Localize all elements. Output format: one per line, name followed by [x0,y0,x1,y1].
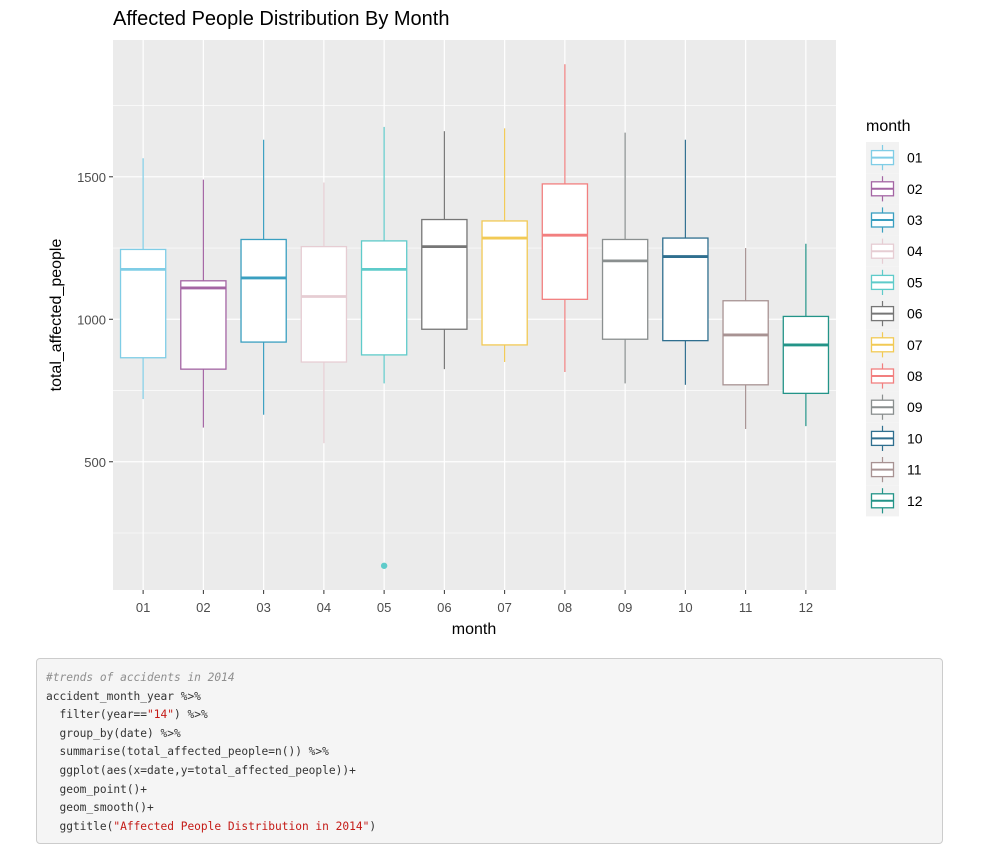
box-11 [722,248,769,429]
box-05 [360,126,408,569]
box-09 [601,132,649,384]
legend-label: 01 [907,150,923,166]
code-line: summarise(total_affected_people=n()) %>% [46,743,942,762]
box-rect [119,248,167,359]
code-line: geom_point()+ [46,781,942,800]
code-line: filter(year=="14") %>% [46,706,942,725]
box-06 [421,131,468,370]
legend-item-05: 05 [866,266,923,298]
box-08 [541,64,589,372]
x-tick-label: 02 [196,600,210,615]
legend-item-10: 10 [866,422,923,454]
legend-label: 12 [907,493,923,509]
code-line: #trends of accidents in 2014 [46,669,942,688]
code-text: filter(year== [46,708,148,722]
code-string: "Affected People Distribution in 2014" [113,819,370,833]
box-02 [180,179,227,428]
chart-title: Affected People Distribution By Month [113,8,449,30]
legend-item-11: 11 [866,454,922,486]
x-tick-label: 03 [256,600,270,615]
x-tick-label: 10 [678,600,692,615]
box-01 [119,158,167,400]
legend-label: 05 [907,274,923,290]
code-block: #trends of accidents in 2014 accident_mon… [36,658,943,844]
code-line: ggplot(aes(x=date,y=total_affected_peopl… [46,762,942,781]
y-tick-label: 1500 [77,170,106,185]
code-text: ggtitle( [46,819,114,833]
legend-item-07: 07 [866,329,923,361]
legend-item-03: 03 [866,204,923,236]
code-text: group_by(date) %>% [46,726,181,740]
x-tick-label: 04 [317,600,331,615]
outlier-point [380,562,388,569]
box-rect [601,238,649,340]
box-rect [180,280,227,370]
x-tick-label: 01 [136,600,150,615]
legend-label: 03 [907,212,923,228]
code-text: ) %>% [174,708,208,722]
legend-label: 08 [907,368,923,384]
legend-title: month [866,118,910,135]
code-comment: #trends of accidents in 2014 [46,671,235,684]
legend-label: 06 [907,306,923,322]
legend-label: 09 [907,399,923,415]
legend-label: 11 [907,462,922,478]
box-12 [782,243,830,427]
code-text: accident_month_year %>% [46,689,201,703]
legend-item-12: 12 [866,485,923,517]
code-text: ) [369,819,377,833]
x-tick-label: 09 [618,600,632,615]
x-tick-label: 08 [558,600,572,615]
legend-item-02: 02 [866,173,923,205]
legend-item-01: 01 [866,142,923,174]
legend-label: 02 [907,181,923,197]
code-line: geom_smooth()+ [46,799,942,818]
x-tick-label: 11 [739,600,753,615]
box-rect [421,218,468,330]
box-rect [662,237,709,342]
code-text: geom_point()+ [46,782,148,796]
y-axis: 500 1000 1500 [77,170,113,470]
boxplot-chart: Affected People Distribution By Month 50… [48,8,923,638]
box-rect [360,240,408,356]
x-tick-label: 07 [497,600,511,615]
legend-item-06: 06 [866,298,923,330]
y-axis-label: total_affected_people [48,239,65,392]
box-rect [300,245,348,363]
code-line: ggtitle("Affected People Distribution in… [46,818,942,837]
y-tick-label: 500 [84,455,106,470]
box-rect [240,238,287,343]
boxes-layer [119,64,830,569]
legend-label: 04 [907,243,923,259]
legend: 01 02 03 04 05 06 07 08 09 10 11 12 [866,142,923,517]
legend-item-04: 04 [866,235,923,267]
x-tick-label: 12 [799,600,813,615]
box-rect [722,300,769,386]
y-tick-label: 1000 [77,312,106,327]
box-rect [782,315,830,395]
legend-label: 07 [907,337,923,353]
x-axis: 01 02 03 04 05 06 07 08 09 10 11 12 [136,590,813,615]
x-axis-label: month [452,621,496,638]
plot-panel [113,40,836,590]
x-tick-label: 06 [437,600,451,615]
code-text: summarise(total_affected_people=n()) %>% [46,745,329,759]
code-text: ggplot(aes(x=date,y=total_affected_peopl… [46,763,356,777]
x-tick-label: 05 [377,600,391,615]
box-04 [300,182,348,444]
legend-label: 10 [907,430,923,446]
box-rect [541,183,589,300]
box-10 [662,139,709,385]
legend-item-09: 09 [866,391,923,423]
box-03 [240,139,287,415]
legend-item-08: 08 [866,360,923,392]
code-text: geom_smooth()+ [46,801,154,815]
box-07 [481,128,528,363]
code-line: group_by(date) %>% [46,725,942,744]
code-string: "14" [147,708,174,722]
box-rect [481,220,528,346]
code-line: accident_month_year %>% [46,688,942,707]
